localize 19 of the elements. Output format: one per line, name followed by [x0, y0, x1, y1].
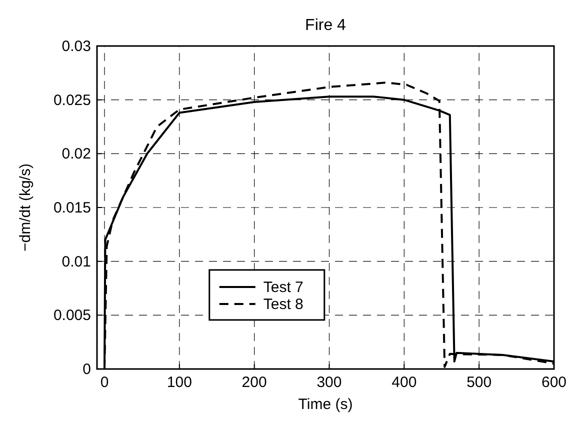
- y-tick-label: 0.01: [62, 253, 91, 270]
- legend-label: Test 7: [263, 278, 304, 296]
- y-tick-label: 0: [82, 361, 91, 378]
- y-tick-label: 0.03: [62, 38, 91, 55]
- y-tick-label: 0.02: [62, 146, 91, 163]
- y-tick-label: 0.025: [53, 92, 91, 109]
- x-tick-label: 300: [316, 374, 342, 391]
- x-tick-label: 0: [100, 374, 109, 391]
- x-tick-label: 100: [166, 374, 192, 391]
- x-tick-label: 600: [541, 374, 567, 391]
- y-tick-label: 0.005: [53, 307, 91, 324]
- y-tick-label: 0.015: [53, 200, 91, 216]
- legend-label: Test 8: [263, 296, 304, 313]
- x-tick-label: 200: [242, 374, 267, 391]
- chart-title: Fire 4: [305, 17, 346, 34]
- x-tick-label: 400: [392, 374, 417, 391]
- y-axis-title: −dm/dt (kg/s): [17, 164, 34, 252]
- x-axis-title: Time (s): [298, 396, 353, 413]
- x-tick-label: 500: [466, 374, 492, 391]
